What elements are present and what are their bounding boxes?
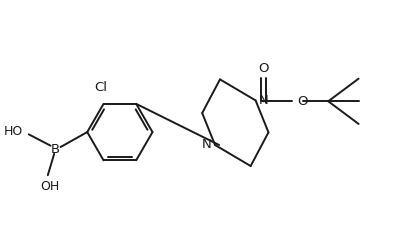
Text: O: O [258, 62, 269, 75]
Text: N: N [259, 94, 269, 107]
Text: B: B [50, 143, 60, 156]
Text: N: N [202, 138, 212, 151]
Text: OH: OH [40, 180, 59, 193]
Text: HO: HO [4, 125, 23, 138]
Text: Cl: Cl [94, 81, 107, 94]
Text: O: O [297, 95, 307, 108]
